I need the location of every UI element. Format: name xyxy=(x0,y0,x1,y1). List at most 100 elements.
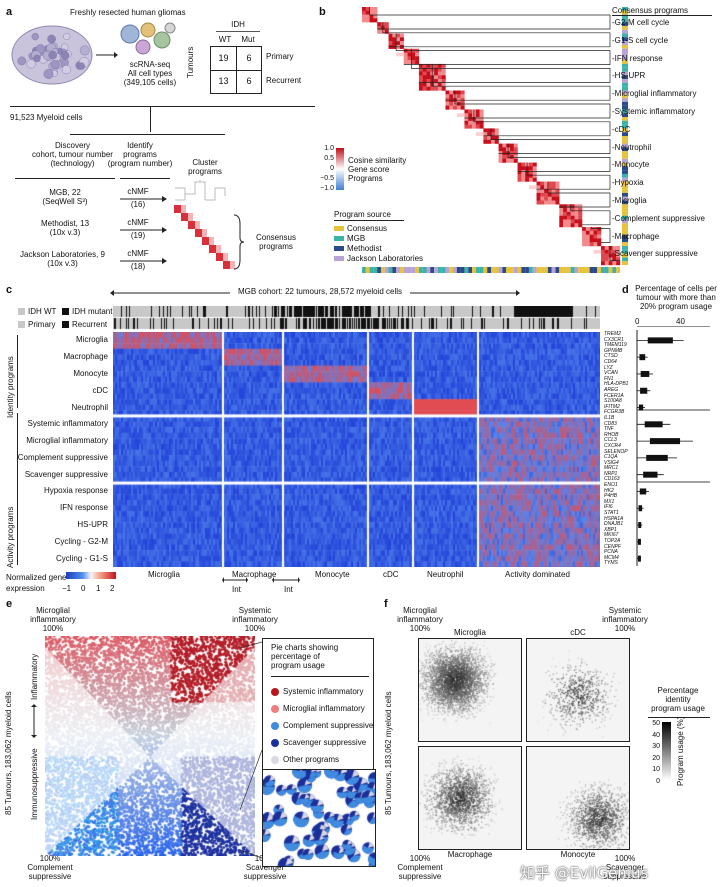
similarity-cell xyxy=(559,208,564,213)
similarity-cell xyxy=(456,113,465,118)
similarity-cell xyxy=(426,71,431,76)
program-bracket xyxy=(490,128,611,154)
similarity-cell xyxy=(392,37,397,42)
gene-label: DNAJB1 xyxy=(604,521,624,528)
source-swatch xyxy=(570,267,575,273)
source-swatch xyxy=(585,267,590,273)
source-swatch xyxy=(622,86,628,91)
col2-line: (program number) xyxy=(107,159,173,169)
gene-label: FCGR3B xyxy=(604,409,625,416)
source-swatch xyxy=(380,267,385,273)
source-swatch xyxy=(622,29,628,34)
source-swatch xyxy=(547,267,552,273)
scrna-line2: All cell types xyxy=(127,69,173,79)
similarity-cell xyxy=(601,257,606,262)
similarity-cell xyxy=(536,200,541,205)
row-label: Systemic inflammatory xyxy=(27,419,108,429)
source-swatch xyxy=(622,82,628,87)
similarity-cell xyxy=(555,181,560,186)
program-bracket xyxy=(431,63,611,101)
gene-label: FCER1A xyxy=(604,392,624,399)
source-swatch xyxy=(544,267,548,273)
similarity-cell xyxy=(399,41,404,46)
panel-label-d: d xyxy=(622,284,629,296)
similarity-cell xyxy=(460,94,465,99)
recurrent-label: Recurrent xyxy=(72,320,108,329)
similarity-cell xyxy=(449,105,454,110)
diag-block xyxy=(202,229,207,237)
similarity-cell xyxy=(502,154,507,159)
tissue-cell xyxy=(63,33,71,41)
box xyxy=(643,471,658,478)
pie-legend-item: Systemic inflammatory xyxy=(271,683,375,700)
similarity-cell xyxy=(585,227,590,232)
similarity-cell xyxy=(441,75,446,80)
source-swatch xyxy=(622,44,628,49)
row-label: HS-UPR xyxy=(77,520,108,530)
col2-line: programs xyxy=(123,150,157,160)
source-swatch xyxy=(593,267,598,273)
similarity-cell xyxy=(528,177,533,182)
vertical-arrow-icon xyxy=(31,704,37,738)
method-label: cNMF xyxy=(127,187,149,196)
similarity-cell xyxy=(491,139,495,144)
mut-label: Mut xyxy=(241,35,255,44)
similarity-cell xyxy=(399,37,404,42)
similarity-cell xyxy=(570,208,575,213)
similarity-cell xyxy=(426,75,431,80)
legend-dot xyxy=(271,721,279,730)
similarity-cell xyxy=(616,261,621,266)
source-swatch xyxy=(622,185,628,190)
similarity-cell xyxy=(551,185,556,190)
source-swatch xyxy=(449,267,454,273)
similarity-cell xyxy=(468,117,473,122)
arrow-icon xyxy=(96,52,118,58)
similarity-cell xyxy=(547,185,552,190)
legend-dot xyxy=(271,738,279,747)
similarity-cell xyxy=(601,249,606,254)
watermark: 知乎 @EvilGenius xyxy=(520,864,649,882)
box xyxy=(638,522,642,529)
source-swatch xyxy=(403,267,408,273)
similarity-cell xyxy=(491,136,495,140)
source-legend-item: Jackson Laboratories xyxy=(334,254,423,264)
similarity-cell xyxy=(532,166,537,171)
similarity-cell xyxy=(578,223,583,228)
similarity-cell xyxy=(430,86,435,91)
similarity-cell xyxy=(570,215,575,220)
diag-block xyxy=(188,213,193,221)
row-label: IFN response xyxy=(59,503,108,513)
source-swatch xyxy=(622,136,628,140)
gene-label: S100A8 xyxy=(604,398,622,405)
similarity-cell xyxy=(502,158,507,163)
similarity-cell xyxy=(544,185,549,190)
cohort-name: Jackson Laboratories, 9 xyxy=(20,250,105,259)
source-swatch xyxy=(622,132,628,136)
source-swatch xyxy=(622,37,628,42)
source-swatch xyxy=(365,267,370,273)
gene-label: RHOB xyxy=(604,431,619,438)
legend-text: Complement suppressive xyxy=(283,721,374,730)
similarity-cell xyxy=(418,63,423,68)
source-swatch xyxy=(441,267,446,273)
tissue-cell xyxy=(43,69,54,79)
similarity-cell xyxy=(517,162,522,167)
source-swatch xyxy=(622,67,628,72)
legend-text: Systemic inflammatory xyxy=(283,687,364,696)
f-corner: inflammatory xyxy=(397,615,443,625)
diag-block xyxy=(195,229,202,237)
source-swatch xyxy=(622,75,628,80)
source-swatch xyxy=(622,109,628,114)
similarity-cell xyxy=(566,208,571,213)
f-corner: Complement xyxy=(397,863,443,873)
d-tick: 40 xyxy=(676,317,685,326)
subplot-title: Macrophage xyxy=(447,850,493,859)
similarity-cell xyxy=(540,181,545,186)
pie-legend-item: Microglial inflammatory xyxy=(271,700,375,717)
similarity-cell xyxy=(422,79,427,84)
program-label: -IFN response xyxy=(612,53,663,63)
source-swatch xyxy=(525,267,529,273)
source-swatch xyxy=(479,267,484,273)
similarity-cell xyxy=(585,242,590,247)
gene-label: HLA-DPB1 xyxy=(604,381,629,388)
